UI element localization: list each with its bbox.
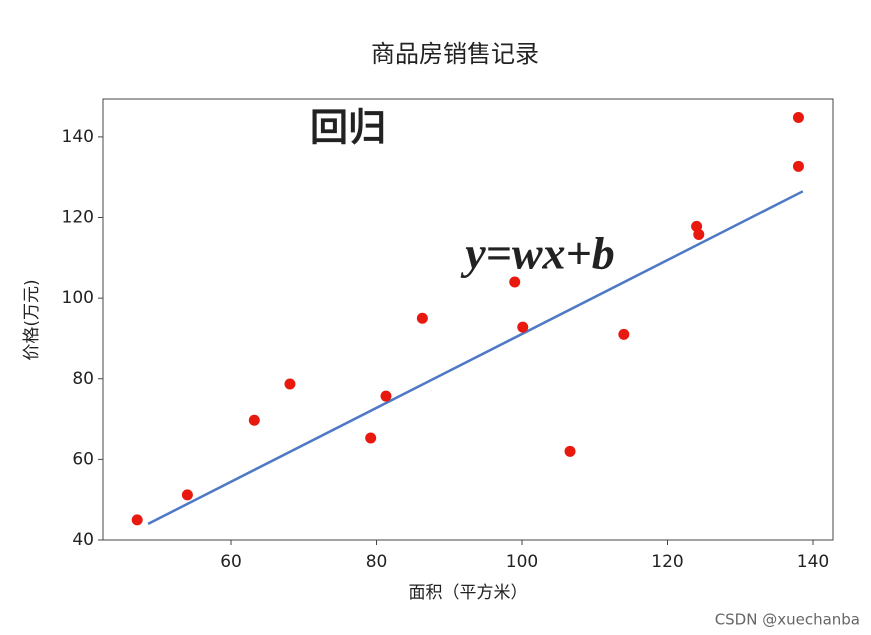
y-tick-label: 80 bbox=[72, 369, 94, 389]
x-axis-label: 面积（平方米） bbox=[409, 583, 528, 603]
x-tick-label: 100 bbox=[506, 552, 538, 572]
y-tick-label: 60 bbox=[72, 449, 94, 469]
point bbox=[693, 228, 705, 240]
point bbox=[284, 378, 296, 390]
point bbox=[564, 445, 576, 457]
point bbox=[131, 514, 143, 526]
y-tick-label: 140 bbox=[62, 127, 94, 147]
plot-frame bbox=[102, 98, 834, 541]
y-tick-label: 40 bbox=[72, 530, 94, 550]
chart-title: 商品房销售记录 bbox=[371, 40, 539, 68]
fit-line bbox=[147, 190, 804, 525]
watermark: CSDN @xuechanba bbox=[715, 611, 860, 629]
x-tick-label: 140 bbox=[797, 552, 829, 572]
x-tick-label: 80 bbox=[366, 552, 388, 572]
annotation: 回归 bbox=[310, 106, 386, 150]
point bbox=[792, 112, 804, 124]
y-tick-label: 120 bbox=[62, 208, 94, 228]
annotation: y=wx+b bbox=[460, 228, 615, 279]
point bbox=[380, 390, 392, 402]
point bbox=[416, 312, 428, 324]
point bbox=[509, 276, 521, 288]
point bbox=[618, 328, 630, 340]
x-tick-label: 60 bbox=[220, 552, 242, 572]
y-axis-label: 价格(万元) bbox=[22, 279, 42, 360]
point bbox=[517, 321, 529, 333]
point bbox=[365, 432, 377, 444]
x-tick-label: 120 bbox=[651, 552, 683, 572]
point bbox=[248, 414, 260, 426]
point bbox=[792, 160, 804, 172]
y-tick-label: 100 bbox=[62, 288, 94, 308]
point bbox=[181, 489, 193, 501]
